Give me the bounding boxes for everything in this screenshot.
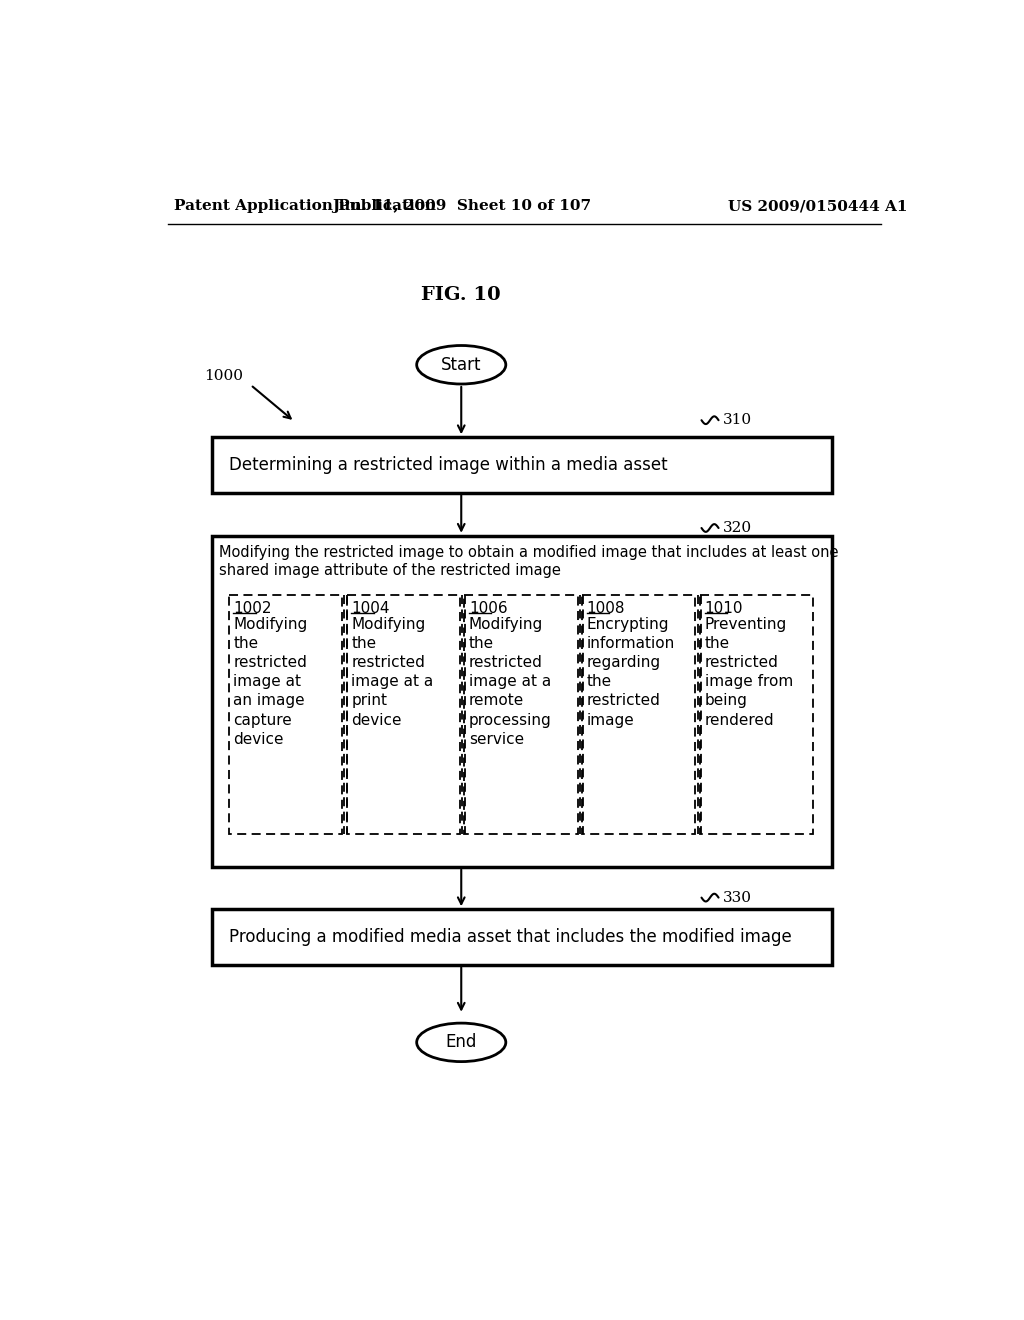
Text: Modifying
the
restricted
image at
an image
capture
device: Modifying the restricted image at an ima… [233, 616, 307, 747]
Text: shared image attribute of the restricted image: shared image attribute of the restricted… [219, 564, 561, 578]
Text: 1008: 1008 [587, 601, 626, 616]
Bar [212, 536, 831, 867]
Text: 310: 310 [723, 413, 753, 428]
Text: 330: 330 [723, 891, 753, 904]
Text: Determining a restricted image within a media asset: Determining a restricted image within a … [228, 455, 668, 474]
Text: Jun. 11, 2009  Sheet 10 of 107: Jun. 11, 2009 Sheet 10 of 107 [332, 199, 591, 213]
Ellipse shape [417, 346, 506, 384]
Text: 1004: 1004 [351, 601, 390, 616]
Bar [212, 909, 831, 965]
Text: 1002: 1002 [233, 601, 272, 616]
Text: Start: Start [441, 356, 481, 374]
Text: 1010: 1010 [705, 601, 743, 616]
Text: End: End [445, 1034, 477, 1051]
Bar [212, 437, 831, 492]
Text: US 2009/0150444 A1: US 2009/0150444 A1 [728, 199, 907, 213]
Text: Modifying
the
restricted
image at a
print
device: Modifying the restricted image at a prin… [351, 616, 433, 727]
Text: 320: 320 [723, 521, 753, 535]
Text: Producing a modified media asset that includes the modified image: Producing a modified media asset that in… [228, 928, 792, 946]
Text: Preventing
the
restricted
image from
being
rendered: Preventing the restricted image from bei… [705, 616, 793, 727]
Text: Modifying the restricted image to obtain a modified image that includes at least: Modifying the restricted image to obtain… [219, 545, 839, 560]
Text: FIG. 10: FIG. 10 [422, 286, 501, 305]
Text: Patent Application Publication: Patent Application Publication [174, 199, 436, 213]
Text: 1000: 1000 [204, 368, 243, 383]
Text: 1006: 1006 [469, 601, 508, 616]
Ellipse shape [417, 1023, 506, 1061]
Text: Modifying
the
restricted
image at a
remote
processing
service: Modifying the restricted image at a remo… [469, 616, 552, 747]
Text: Encrypting
information
regarding
the
restricted
image: Encrypting information regarding the res… [587, 616, 675, 727]
